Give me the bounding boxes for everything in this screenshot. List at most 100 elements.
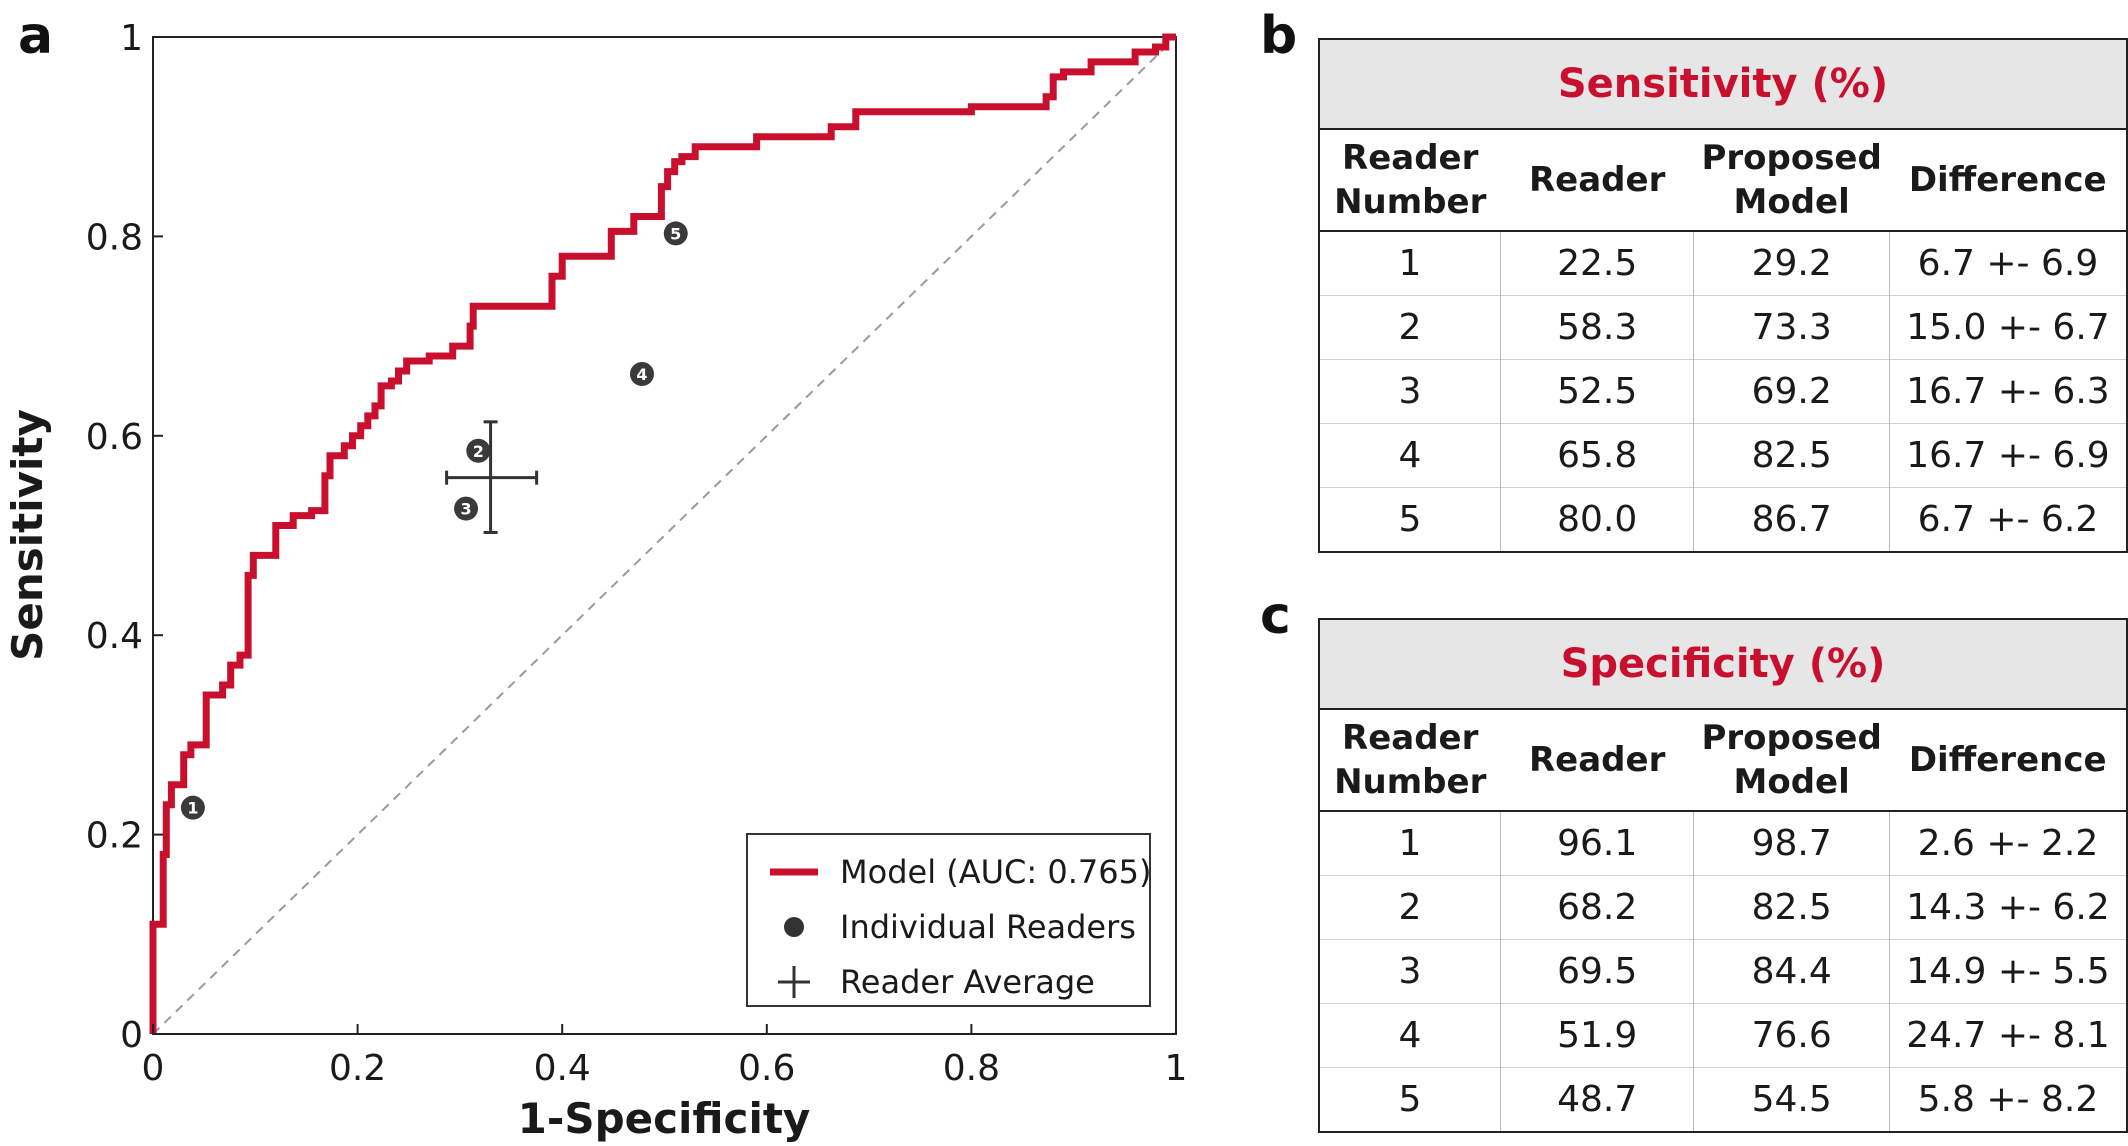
y-axis-label: Sensitivity — [3, 409, 52, 661]
cell-difference: 16.7 +- 6.3 — [1889, 359, 2126, 424]
cell-difference: 14.3 +- 6.2 — [1889, 875, 2126, 940]
reader-point-2 — [466, 438, 491, 463]
cell-model: 82.5 — [1693, 423, 1890, 488]
specificity-table-panel: Specificity (%) Reader Number Reader Prop… — [1318, 618, 2128, 1133]
specificity-table-title: Specificity (%) — [1320, 620, 2126, 710]
cell-reader-number: 4 — [1320, 1003, 1501, 1068]
cell-reader: 80.0 — [1500, 487, 1695, 551]
cell-reader-number: 5 — [1320, 487, 1501, 551]
cell-model: 82.5 — [1693, 875, 1890, 940]
cell-reader-number: 4 — [1320, 423, 1501, 488]
cell-reader-number: 3 — [1320, 359, 1501, 424]
reader-point-label: 2 — [473, 442, 484, 461]
cell-difference: 14.9 +- 5.5 — [1889, 939, 2126, 1004]
model-roc-curve — [149, 33, 1176, 1034]
cell-reader-number: 1 — [1320, 811, 1501, 876]
panel-label-b: b — [1260, 6, 1298, 66]
legend: Model (AUC: 0.765) Individual Readers Re… — [746, 833, 1151, 1007]
sensitivity-table-panel: Sensitivity (%) Reader Number Reader Prop… — [1318, 38, 2128, 553]
table-row: 1 96.1 98.7 2.6 +- 2.2 — [1320, 811, 2126, 876]
legend-readers-swatch — [784, 917, 804, 937]
panel-label-c: c — [1260, 586, 1291, 646]
header-proposed-model: Proposed Model — [1693, 710, 1890, 812]
x-tick-label: 0.2 — [329, 1048, 386, 1089]
cell-model: 29.2 — [1693, 231, 1890, 296]
y-tick-label: 1 — [120, 18, 143, 59]
cell-model: 54.5 — [1693, 1067, 1890, 1131]
y-tick-label: 0.2 — [86, 816, 143, 857]
cell-reader-number: 3 — [1320, 939, 1501, 1004]
panel-label-a: a — [18, 6, 54, 66]
x-tick-label: 0 — [142, 1048, 165, 1089]
cell-model: 73.3 — [1693, 295, 1890, 360]
legend-average-label: Reader Average — [840, 963, 1095, 1001]
header-difference: Difference — [1889, 710, 2126, 812]
table-row: 5 48.7 54.5 5.8 +- 8.2 — [1320, 1067, 2126, 1131]
reader-point-1 — [180, 795, 205, 820]
reader-point-3 — [454, 496, 479, 521]
table-row: 2 58.3 73.3 15.0 +- 6.7 — [1320, 295, 2126, 360]
cell-difference: 15.0 +- 6.7 — [1889, 295, 2126, 360]
x-axis-ticks: 0 0.2 0.4 0.6 0.8 1 — [142, 1024, 1187, 1089]
table-row: 5 80.0 86.7 6.7 +- 6.2 — [1320, 487, 2126, 551]
cell-difference: 16.7 +- 6.9 — [1889, 423, 2126, 488]
sensitivity-table-title: Sensitivity (%) — [1320, 40, 2126, 130]
chance-diagonal-line — [152, 36, 1177, 1035]
cell-reader-number: 2 — [1320, 295, 1501, 360]
table-row: 3 69.5 84.4 14.9 +- 5.5 — [1320, 939, 2126, 1004]
cell-model: 76.6 — [1693, 1003, 1890, 1068]
y-tick-label: 0.6 — [86, 417, 143, 458]
reader-average-marker — [445, 420, 539, 535]
header-reader: Reader — [1500, 130, 1694, 232]
cell-difference: 6.7 +- 6.9 — [1917, 243, 2099, 284]
cell-reader: 51.9 — [1500, 1003, 1695, 1068]
cell-reader-number: 1 — [1320, 231, 1501, 296]
cell-reader-number: 5 — [1320, 1067, 1501, 1131]
legend-average-swatch — [778, 966, 810, 998]
legend-model-label: Model (AUC: 0.765) — [840, 853, 1151, 891]
table-row: 3 52.5 69.2 16.7 +- 6.3 — [1320, 359, 2126, 424]
cell-reader-number: 2 — [1320, 875, 1501, 940]
reader-point-label: 4 — [636, 365, 647, 384]
legend-readers-label: Individual Readers — [840, 908, 1136, 946]
y-tick-label: 0.4 — [86, 616, 143, 657]
x-tick-label: 0.8 — [943, 1048, 1000, 1089]
reader-point-4 — [629, 361, 654, 386]
cell-model: 84.4 — [1693, 939, 1890, 1004]
cell-reader: 69.5 — [1500, 939, 1695, 1004]
cell-model: 86.7 — [1693, 487, 1890, 551]
reader-point-label: 3 — [460, 500, 471, 519]
roc-chart: 0 0.2 0.4 0.6 0.8 1 0 0.2 0.4 0.6 0.8 1 1 2 3 4 5 1-Sp… — [3, 18, 1187, 1143]
specificity-table: Reader Number Reader Proposed Model Differ… — [1320, 710, 2126, 1131]
header-proposed-model: Proposed Model — [1693, 130, 1890, 232]
x-axis-label: 1-Specificity — [518, 1094, 811, 1143]
sensitivity-header-row: Reader Number Reader Proposed Model Differ… — [1320, 130, 2126, 232]
cell-difference: 2.6 +- 2.2 — [1917, 823, 2099, 864]
y-axis-ticks: 0 0.2 0.4 0.6 0.8 1 — [86, 18, 163, 1056]
cell-model: 98.7 — [1693, 811, 1890, 876]
cell-reader: 58.3 — [1500, 295, 1695, 360]
table-row: 4 65.8 82.5 16.7 +- 6.9 — [1320, 423, 2126, 488]
reader-point-5 — [663, 221, 688, 246]
table-row: 2 68.2 82.5 14.3 +- 6.2 — [1320, 875, 2126, 940]
header-reader: Reader — [1500, 710, 1694, 812]
table-row: 1 22.5 29.2 6.7 +- 6.9 — [1320, 231, 2126, 296]
y-tick-label: 0.8 — [86, 217, 143, 258]
individual-reader-points: 1 2 3 4 5 — [180, 221, 688, 820]
x-tick-label: 0.4 — [534, 1048, 591, 1089]
reader-point-label: 5 — [670, 224, 681, 243]
sensitivity-table: Reader Number Reader Proposed Model Differ… — [1320, 130, 2126, 551]
y-tick-label: 0 — [120, 1015, 143, 1056]
x-tick-label: 0.6 — [738, 1048, 795, 1089]
reader-point-label: 1 — [187, 799, 198, 818]
specificity-header-row: Reader Number Reader Proposed Model Differ… — [1320, 710, 2126, 812]
cell-reader: 65.8 — [1500, 423, 1695, 488]
header-reader-number: Reader Number — [1320, 130, 1501, 232]
header-difference: Difference — [1889, 130, 2126, 232]
cell-reader: 52.5 — [1500, 359, 1695, 424]
cell-reader: 22.5 — [1500, 231, 1695, 296]
cell-reader: 96.1 — [1500, 811, 1695, 876]
cell-reader: 48.7 — [1500, 1067, 1695, 1131]
cell-model: 69.2 — [1693, 359, 1890, 424]
cell-difference: 5.8 +- 8.2 — [1889, 1067, 2126, 1131]
